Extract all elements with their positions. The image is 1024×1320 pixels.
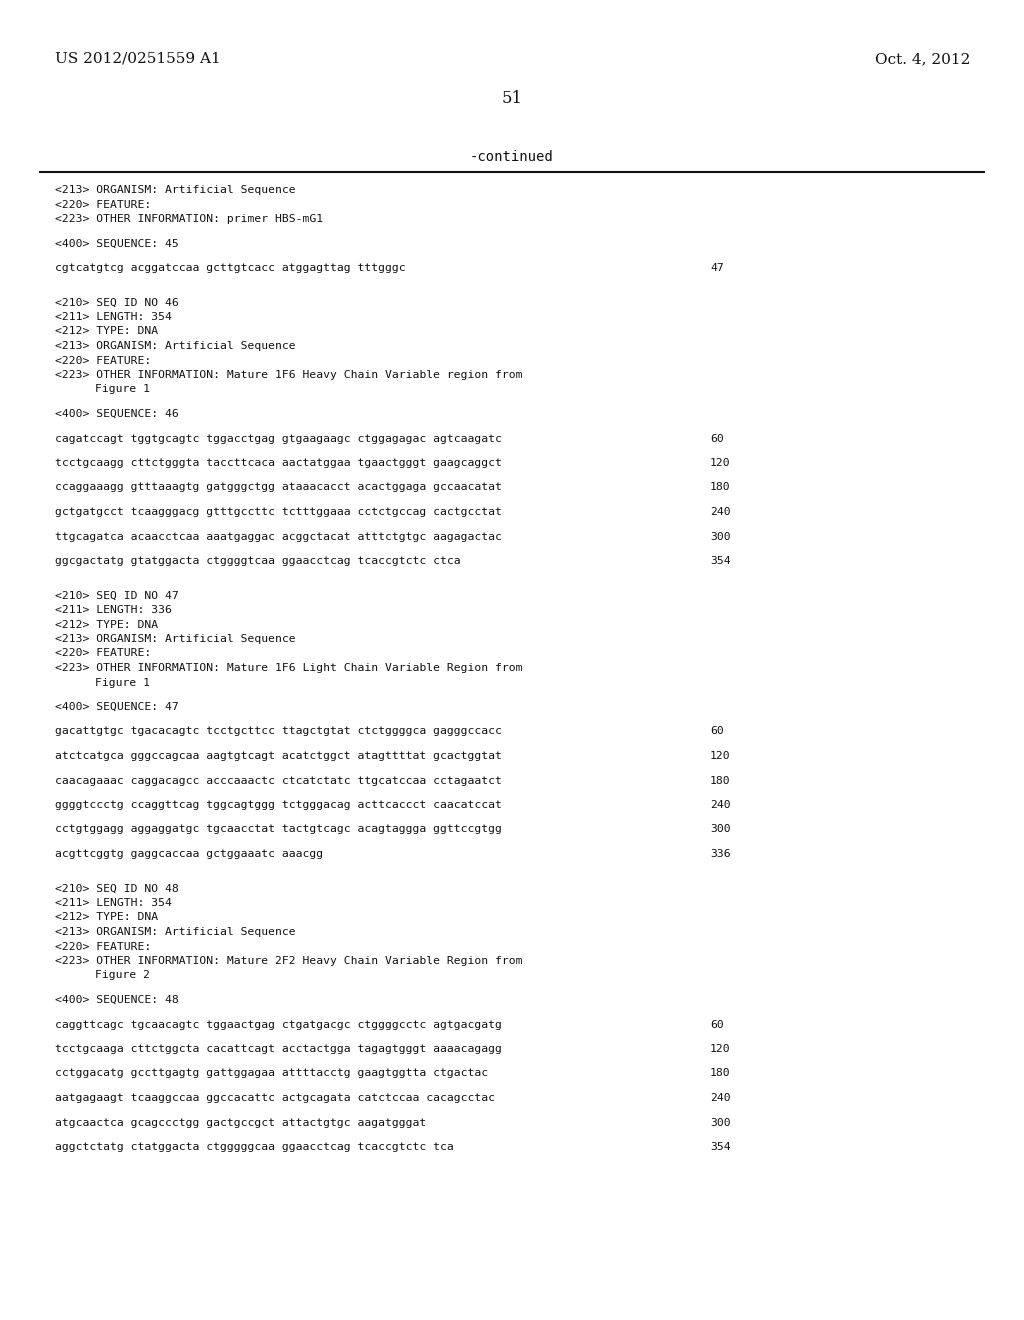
- Text: ttgcagatca acaacctcaa aaatgaggac acggctacat atttctgtgc aagagactac: ttgcagatca acaacctcaa aaatgaggac acggcta…: [55, 532, 502, 541]
- Text: cctggacatg gccttgagtg gattggagaa attttacctg gaagtggtta ctgactac: cctggacatg gccttgagtg gattggagaa attttac…: [55, 1068, 488, 1078]
- Text: <400> SEQUENCE: 45: <400> SEQUENCE: 45: [55, 239, 179, 248]
- Text: atctcatgca gggccagcaa aagtgtcagt acatctggct atagttttat gcactggtat: atctcatgca gggccagcaa aagtgtcagt acatctg…: [55, 751, 502, 762]
- Text: 300: 300: [710, 1118, 731, 1127]
- Text: cgtcatgtcg acggatccaa gcttgtcacc atggagttag tttgggc: cgtcatgtcg acggatccaa gcttgtcacc atggagt…: [55, 263, 406, 273]
- Text: 120: 120: [710, 1044, 731, 1053]
- Text: 180: 180: [710, 776, 731, 785]
- Text: 120: 120: [710, 751, 731, 762]
- Text: aggctctatg ctatggacta ctgggggcaa ggaacctcag tcaccgtctc tca: aggctctatg ctatggacta ctgggggcaa ggaacct…: [55, 1142, 454, 1152]
- Text: Figure 1: Figure 1: [95, 677, 150, 688]
- Text: <212> TYPE: DNA: <212> TYPE: DNA: [55, 912, 158, 923]
- Text: <211> LENGTH: 354: <211> LENGTH: 354: [55, 898, 172, 908]
- Text: <213> ORGANISM: Artificial Sequence: <213> ORGANISM: Artificial Sequence: [55, 185, 296, 195]
- Text: <212> TYPE: DNA: <212> TYPE: DNA: [55, 619, 158, 630]
- Text: 354: 354: [710, 556, 731, 566]
- Text: Oct. 4, 2012: Oct. 4, 2012: [874, 51, 970, 66]
- Text: <210> SEQ ID NO 48: <210> SEQ ID NO 48: [55, 883, 179, 894]
- Text: 120: 120: [710, 458, 731, 469]
- Text: 336: 336: [710, 849, 731, 859]
- Text: <400> SEQUENCE: 47: <400> SEQUENCE: 47: [55, 702, 179, 711]
- Text: -continued: -continued: [470, 150, 554, 164]
- Text: cctgtggagg aggaggatgc tgcaacctat tactgtcagc acagtaggga ggttccgtgg: cctgtggagg aggaggatgc tgcaacctat tactgtc…: [55, 825, 502, 834]
- Text: <213> ORGANISM: Artificial Sequence: <213> ORGANISM: Artificial Sequence: [55, 634, 296, 644]
- Text: <210> SEQ ID NO 47: <210> SEQ ID NO 47: [55, 590, 179, 601]
- Text: <220> FEATURE:: <220> FEATURE:: [55, 941, 152, 952]
- Text: 60: 60: [710, 726, 724, 737]
- Text: ccaggaaagg gtttaaagtg gatgggctgg ataaacacct acactggaga gccaacatat: ccaggaaagg gtttaaagtg gatgggctgg ataaaca…: [55, 483, 502, 492]
- Text: <223> OTHER INFORMATION: primer HBS-mG1: <223> OTHER INFORMATION: primer HBS-mG1: [55, 214, 324, 224]
- Text: <211> LENGTH: 336: <211> LENGTH: 336: [55, 605, 172, 615]
- Text: 240: 240: [710, 800, 731, 810]
- Text: caggttcagc tgcaacagtc tggaactgag ctgatgacgc ctggggcctc agtgacgatg: caggttcagc tgcaacagtc tggaactgag ctgatga…: [55, 1019, 502, 1030]
- Text: Figure 1: Figure 1: [95, 384, 150, 395]
- Text: Figure 2: Figure 2: [95, 970, 150, 981]
- Text: gacattgtgc tgacacagtc tcctgcttcc ttagctgtat ctctggggca gagggccacc: gacattgtgc tgacacagtc tcctgcttcc ttagctg…: [55, 726, 502, 737]
- Text: <223> OTHER INFORMATION: Mature 1F6 Heavy Chain Variable region from: <223> OTHER INFORMATION: Mature 1F6 Heav…: [55, 370, 522, 380]
- Text: tcctgcaaga cttctggcta cacattcagt acctactgga tagagtgggt aaaacagagg: tcctgcaaga cttctggcta cacattcagt acctact…: [55, 1044, 502, 1053]
- Text: 300: 300: [710, 532, 731, 541]
- Text: <220> FEATURE:: <220> FEATURE:: [55, 355, 152, 366]
- Text: aatgagaagt tcaaggccaa ggccacattc actgcagata catctccaa cacagcctac: aatgagaagt tcaaggccaa ggccacattc actgcag…: [55, 1093, 495, 1104]
- Text: 60: 60: [710, 1019, 724, 1030]
- Text: <212> TYPE: DNA: <212> TYPE: DNA: [55, 326, 158, 337]
- Text: <213> ORGANISM: Artificial Sequence: <213> ORGANISM: Artificial Sequence: [55, 927, 296, 937]
- Text: atgcaactca gcagccctgg gactgccgct attactgtgc aagatgggat: atgcaactca gcagccctgg gactgccgct attactg…: [55, 1118, 426, 1127]
- Text: <210> SEQ ID NO 46: <210> SEQ ID NO 46: [55, 297, 179, 308]
- Text: 180: 180: [710, 1068, 731, 1078]
- Text: <223> OTHER INFORMATION: Mature 1F6 Light Chain Variable Region from: <223> OTHER INFORMATION: Mature 1F6 Ligh…: [55, 663, 522, 673]
- Text: <400> SEQUENCE: 48: <400> SEQUENCE: 48: [55, 995, 179, 1005]
- Text: cagatccagt tggtgcagtc tggacctgag gtgaagaagc ctggagagac agtcaagatc: cagatccagt tggtgcagtc tggacctgag gtgaaga…: [55, 433, 502, 444]
- Text: 60: 60: [710, 433, 724, 444]
- Text: 300: 300: [710, 825, 731, 834]
- Text: 240: 240: [710, 1093, 731, 1104]
- Text: ggcgactatg gtatggacta ctggggtcaa ggaacctcag tcaccgtctc ctca: ggcgactatg gtatggacta ctggggtcaa ggaacct…: [55, 556, 461, 566]
- Text: 240: 240: [710, 507, 731, 517]
- Text: acgttcggtg gaggcaccaa gctggaaatc aaacgg: acgttcggtg gaggcaccaa gctggaaatc aaacgg: [55, 849, 324, 859]
- Text: <213> ORGANISM: Artificial Sequence: <213> ORGANISM: Artificial Sequence: [55, 341, 296, 351]
- Text: tcctgcaagg cttctgggta taccttcaca aactatggaa tgaactgggt gaagcaggct: tcctgcaagg cttctgggta taccttcaca aactatg…: [55, 458, 502, 469]
- Text: 47: 47: [710, 263, 724, 273]
- Text: 180: 180: [710, 483, 731, 492]
- Text: <400> SEQUENCE: 46: <400> SEQUENCE: 46: [55, 409, 179, 418]
- Text: gctgatgcct tcaagggacg gtttgccttc tctttggaaa cctctgccag cactgcctat: gctgatgcct tcaagggacg gtttgccttc tctttgg…: [55, 507, 502, 517]
- Text: <223> OTHER INFORMATION: Mature 2F2 Heavy Chain Variable Region from: <223> OTHER INFORMATION: Mature 2F2 Heav…: [55, 956, 522, 966]
- Text: <220> FEATURE:: <220> FEATURE:: [55, 648, 152, 659]
- Text: caacagaaac caggacagcc acccaaactc ctcatctatc ttgcatccaa cctagaatct: caacagaaac caggacagcc acccaaactc ctcatct…: [55, 776, 502, 785]
- Text: ggggtccctg ccaggttcag tggcagtggg tctgggacag acttcaccct caacatccat: ggggtccctg ccaggttcag tggcagtggg tctggga…: [55, 800, 502, 810]
- Text: 354: 354: [710, 1142, 731, 1152]
- Text: 51: 51: [502, 90, 522, 107]
- Text: US 2012/0251559 A1: US 2012/0251559 A1: [55, 51, 221, 66]
- Text: <220> FEATURE:: <220> FEATURE:: [55, 199, 152, 210]
- Text: <211> LENGTH: 354: <211> LENGTH: 354: [55, 312, 172, 322]
